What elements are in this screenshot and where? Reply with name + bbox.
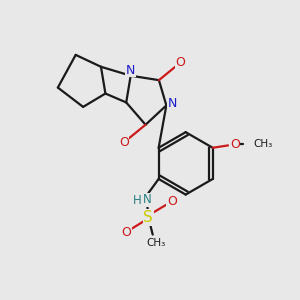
Text: CH₃: CH₃	[254, 139, 273, 149]
Text: O: O	[121, 226, 131, 239]
Text: S: S	[143, 210, 153, 225]
Text: N: N	[126, 64, 135, 77]
Text: O: O	[119, 136, 129, 149]
Text: O: O	[176, 56, 186, 69]
Text: O: O	[167, 195, 177, 208]
Text: N: N	[168, 98, 177, 110]
Text: O: O	[230, 138, 240, 151]
Text: CH₃: CH₃	[146, 238, 165, 248]
Text: N: N	[143, 193, 152, 206]
Text: H: H	[133, 194, 142, 207]
